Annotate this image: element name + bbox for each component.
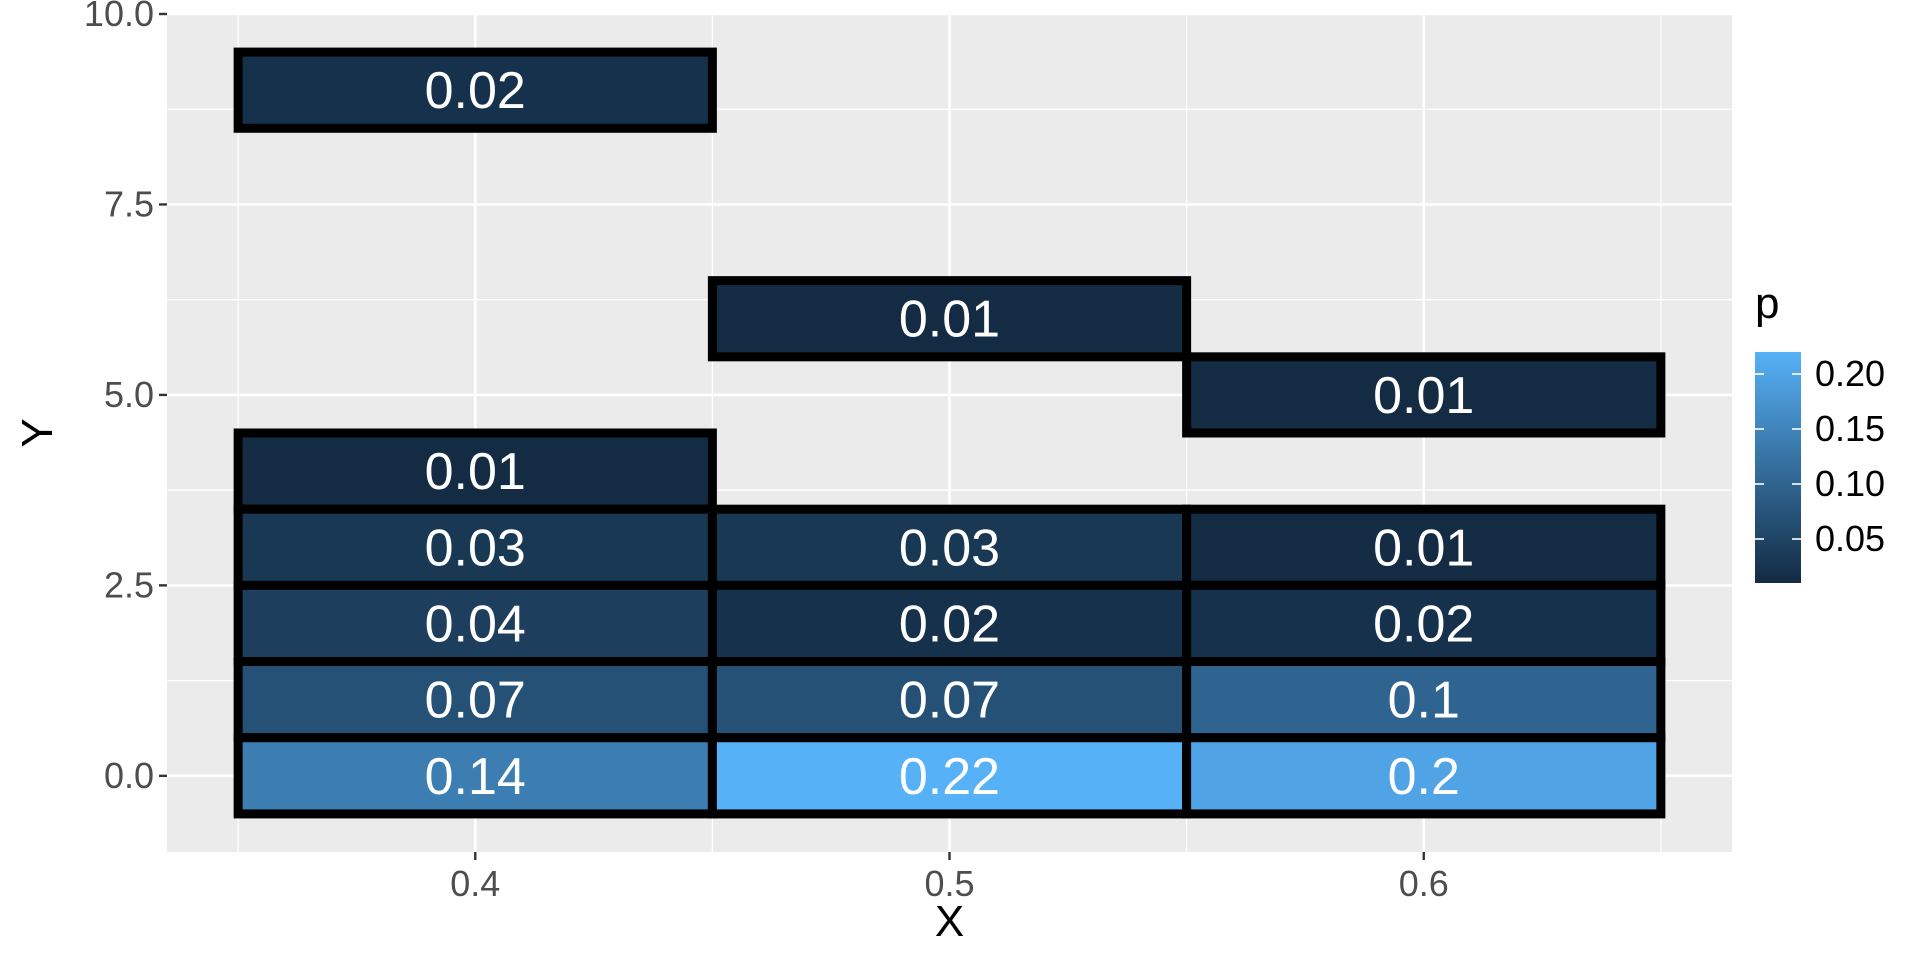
cell-value-label: 0.2 xyxy=(1388,748,1460,806)
heatmap-cells: 0.02 0.01 0.03 0.04 0.07 0.14 0.01 0.03 0.02 0.07… xyxy=(233,47,1666,819)
legend-tick-label: 0.05 xyxy=(1815,518,1885,559)
x-tick-label: 0.4 xyxy=(450,863,500,904)
y-tick-label: 10.0 xyxy=(84,0,154,34)
x-axis-title: X xyxy=(935,897,964,946)
heatmap-cell xyxy=(233,504,717,590)
heatmap-cell xyxy=(1182,580,1666,667)
x-axis: 0.4 0.5 0.6 xyxy=(450,852,1449,904)
cell-value-label: 0.01 xyxy=(1373,519,1474,577)
x-tick-label: 0.5 xyxy=(924,863,974,904)
heatmap-cell xyxy=(707,276,1192,362)
cell-value-label: 0.02 xyxy=(1373,595,1474,653)
heatmap-cell xyxy=(1182,733,1666,819)
y-tick-label: 7.5 xyxy=(104,183,154,224)
legend-tick-label: 0.20 xyxy=(1815,353,1885,394)
heatmap-cell xyxy=(1182,504,1666,590)
legend-colorbar xyxy=(1755,352,1801,583)
y-tick-label: 0.0 xyxy=(104,755,154,796)
cell-value-label: 0.03 xyxy=(899,519,1000,577)
heatmap-cell xyxy=(707,580,1192,667)
color-legend: p 0.05 0.10 0.15 0.20 xyxy=(1755,279,1885,583)
y-tick-label: 2.5 xyxy=(104,564,154,605)
cell-value-label: 0.07 xyxy=(425,672,526,730)
heatmap-cell xyxy=(233,657,717,743)
heatmap-cell xyxy=(707,733,1192,819)
y-axis: 0.0 2.5 5.0 7.5 10.0 xyxy=(84,0,167,796)
y-tick-label: 5.0 xyxy=(104,374,154,415)
heatmap-cell xyxy=(707,657,1192,743)
heatmap-cell xyxy=(1182,352,1666,438)
heatmap-cell xyxy=(233,428,717,514)
cell-value-label: 0.01 xyxy=(899,291,1000,349)
y-axis-title: Y xyxy=(13,418,62,447)
legend-ticks: 0.05 0.10 0.15 0.20 xyxy=(1755,353,1885,559)
cell-value-label: 0.22 xyxy=(899,748,1000,806)
cell-value-label: 0.01 xyxy=(425,443,526,501)
legend-tick-label: 0.10 xyxy=(1815,463,1885,504)
legend-title: p xyxy=(1755,279,1779,328)
x-tick-label: 0.6 xyxy=(1399,863,1449,904)
cell-value-label: 0.14 xyxy=(425,748,526,806)
cell-value-label: 0.1 xyxy=(1388,672,1460,730)
cell-value-label: 0.01 xyxy=(1373,367,1474,425)
heatmap-cell xyxy=(233,47,717,133)
cell-value-label: 0.02 xyxy=(899,595,1000,653)
heatmap-cell xyxy=(233,733,717,819)
cell-value-label: 0.02 xyxy=(425,62,526,120)
cell-value-label: 0.04 xyxy=(425,595,526,653)
legend-tick-label: 0.15 xyxy=(1815,408,1885,449)
cell-value-label: 0.07 xyxy=(899,672,1000,730)
cell-value-label: 0.03 xyxy=(425,519,526,577)
